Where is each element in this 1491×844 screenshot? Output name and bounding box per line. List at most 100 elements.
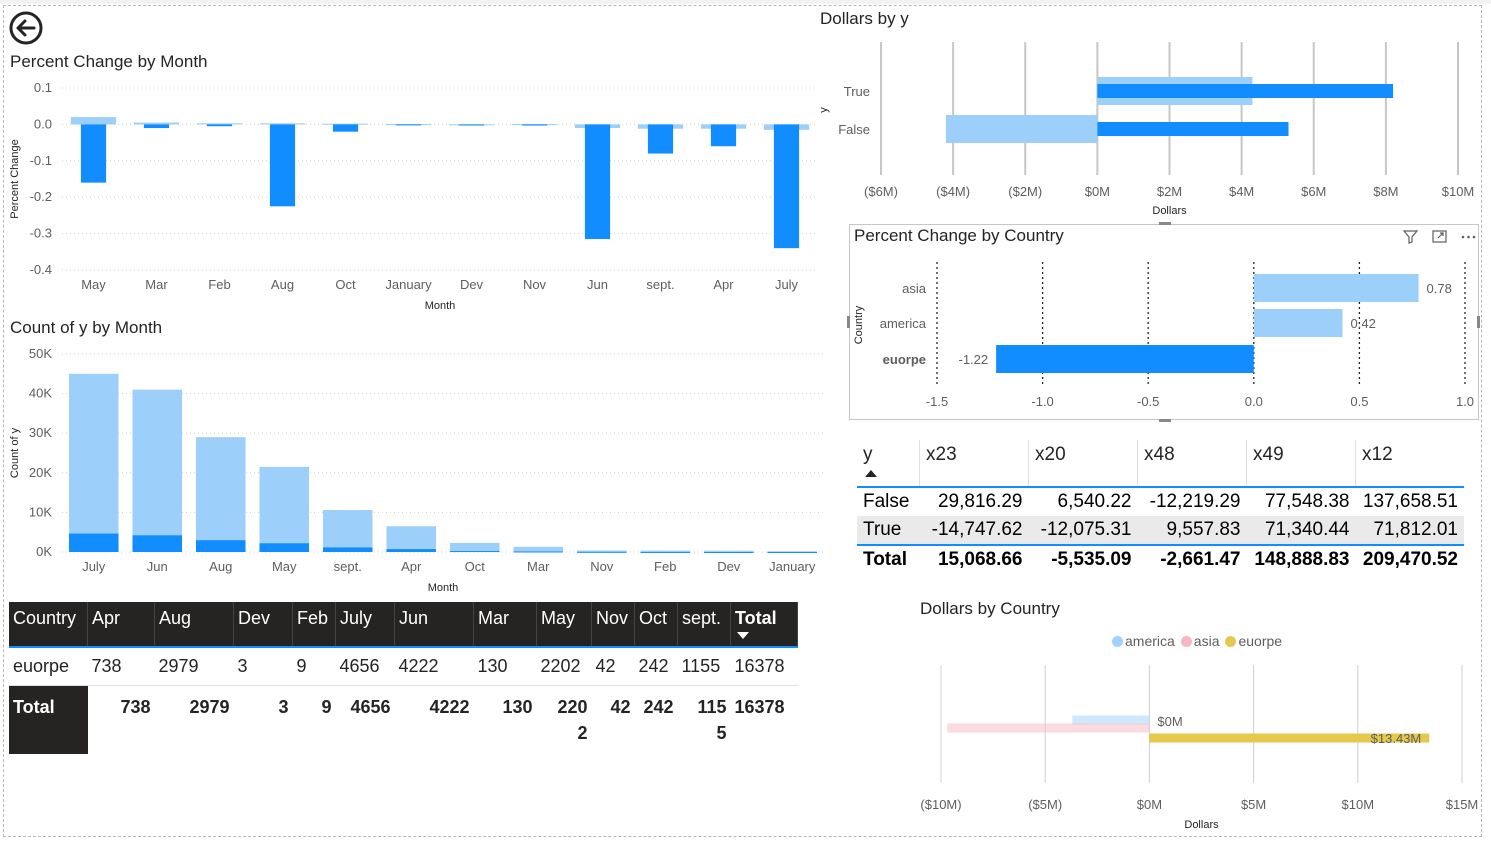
row-header: Total: [9, 686, 88, 755]
x-tick-label: 0.5: [1350, 394, 1368, 409]
x-tick-label: January: [769, 559, 816, 574]
table-cell: 148,888.83: [1247, 545, 1356, 574]
x-tick-label: -1.5: [926, 394, 948, 409]
data-label: 0.78: [1427, 281, 1452, 296]
bar-Oct-s1: [450, 551, 500, 552]
x-tick-label: $10M: [1442, 184, 1475, 199]
column-header[interactable]: Oct: [635, 602, 678, 647]
bar-Aug-s1: [196, 540, 246, 552]
y-tick-label: -0.2: [30, 189, 52, 204]
count-month-chart[interactable]: 50K 40K 30K 20K 10K 0K July Jun Aug May sept. Apr Oc…: [0, 340, 830, 595]
column-header[interactable]: Total: [731, 602, 798, 647]
x-tick-label: $6M: [1301, 184, 1326, 199]
column-header[interactable]: Dev: [234, 602, 293, 647]
column-header[interactable]: x49: [1247, 440, 1356, 487]
x-tick-label: January: [385, 277, 432, 292]
column-header-label: x12: [1362, 444, 1458, 466]
sort-ascending-icon[interactable]: [865, 470, 877, 477]
row-header: False: [857, 487, 920, 516]
bar-Aug-s0: [196, 437, 246, 552]
table-row[interactable]: True -14,747.62 -12,075.31 9,557.83 71,340.4…: [857, 516, 1464, 545]
table-cell: 42: [592, 686, 635, 755]
column-header[interactable]: x23: [920, 440, 1029, 487]
x-tick-label: -1.0: [1031, 394, 1053, 409]
bar-July-s1: [774, 124, 799, 248]
country-month-matrix[interactable]: Country Apr Aug Dev Feb July Jun Mar May Nov Oct se…: [9, 602, 798, 754]
column-header[interactable]: sept.: [678, 602, 731, 647]
column-header[interactable]: x12: [1356, 440, 1465, 487]
column-header[interactable]: y: [857, 440, 920, 487]
table-cell: 4656: [336, 647, 395, 686]
x-axis-title: Dollars: [1152, 205, 1187, 217]
x-tick-label: ($6M): [864, 184, 898, 199]
table-cell: 2979: [155, 686, 234, 755]
column-header[interactable]: Jun: [395, 602, 474, 647]
more-options-icon[interactable]: [1460, 228, 1477, 245]
column-header-label: x48: [1144, 444, 1240, 466]
focus-mode-icon[interactable]: [1431, 228, 1448, 245]
x-tick-label: Jun: [147, 559, 168, 574]
resize-handle-top[interactable]: [1159, 222, 1171, 225]
total-row[interactable]: Total 15,068.66 -5,535.09 -2,661.47 148,888.…: [857, 545, 1464, 574]
x-tick-label: ($2M): [1008, 184, 1042, 199]
dollars-country-chart[interactable]: ($10M) ($5M) $0M $5M $10M $15M $0M $13.43M Dolla…: [900, 655, 1485, 835]
bar-Apr-s1: [386, 549, 436, 552]
table-cell: 130: [474, 647, 537, 686]
y-tick-label: 0.0: [34, 116, 52, 131]
bar-False-s1: [1097, 122, 1288, 136]
legend-item-asia[interactable]: asia: [1181, 633, 1220, 649]
dollars-y-chart[interactable]: ($6M) ($4M) ($2M) $0M $2M $4M $6M $8M $10M True Fa…: [815, 30, 1485, 222]
table-cell: 29,816.29: [920, 487, 1029, 516]
x-tick-label: ($5M): [1028, 797, 1062, 812]
bar-sept.-s1: [323, 547, 373, 552]
y-tick-label: -0.3: [30, 226, 52, 241]
y-tick-label: 0K: [36, 544, 52, 559]
column-header[interactable]: May: [537, 602, 592, 647]
bar-Dev-s1: [459, 124, 484, 125]
pct-month-chart[interactable]: 0.1 0.0 -0.1 -0.2 -0.3 -0.4 May Mar Feb Aug Oct Jan…: [0, 75, 830, 315]
column-header[interactable]: Apr: [88, 602, 155, 647]
legend-item-euorpe[interactable]: euorpe: [1225, 633, 1282, 649]
x-tick-label: ($10M): [920, 797, 961, 812]
bar-Mar-s0: [134, 123, 179, 125]
legend-item-america[interactable]: america: [1112, 633, 1175, 649]
bar-Mar-s1: [513, 551, 563, 552]
column-header[interactable]: Aug: [155, 602, 234, 647]
column-header[interactable]: Feb: [293, 602, 336, 647]
table-cell: 130: [474, 686, 537, 755]
resize-handle-bottom[interactable]: [1159, 419, 1171, 422]
dollars-country-legend[interactable]: america asia euorpe: [1112, 633, 1282, 649]
legend-label: america: [1125, 633, 1175, 649]
pct-country-chart[interactable]: -1.5 -1.0 -0.5 0.0 0.5 1.0 asia 0.78 america 0.42…: [850, 250, 1478, 415]
filter-icon[interactable]: [1402, 228, 1419, 245]
bar-Feb-s0: [640, 551, 690, 552]
column-header[interactable]: Nov: [592, 602, 635, 647]
bar-Oct-s0: [450, 543, 500, 552]
sort-descending-icon[interactable]: [737, 632, 749, 639]
x-tick-label: Mar: [527, 559, 550, 574]
x-tick-label: Oct: [335, 277, 356, 292]
y-tick-label: america: [880, 316, 927, 331]
table-cell: 738: [88, 686, 155, 755]
table-cell: 137,658.51: [1356, 487, 1465, 516]
column-header[interactable]: Country: [9, 602, 88, 647]
column-header[interactable]: July: [336, 602, 395, 647]
bar-Apr-s1: [711, 124, 736, 146]
bar-sept.-s1: [648, 124, 673, 153]
y-table[interactable]: y x23 x20 x48 x49 x12 False 29,816.29 6,540.22 -1…: [857, 440, 1464, 574]
back-arrow-icon[interactable]: [9, 11, 43, 45]
bar-Nov-s1: [577, 552, 627, 553]
row-header: Total: [857, 545, 920, 574]
data-label: $13.43M: [1371, 731, 1422, 746]
table-row[interactable]: euorpe 738 2979 3 9 4656 4222 130 2202 42 242 1155 1…: [9, 647, 798, 686]
table-row[interactable]: False 29,816.29 6,540.22 -12,219.29 77,548.3…: [857, 487, 1464, 516]
column-header[interactable]: x20: [1029, 440, 1138, 487]
column-header[interactable]: x48: [1138, 440, 1247, 487]
total-row[interactable]: Total 738 2979 3 9 4656 4222 130 220 2 42 242 115 5…: [9, 686, 798, 755]
table-cell: 4222: [395, 647, 474, 686]
table-cell: 738: [88, 647, 155, 686]
table-cell: -12,219.29: [1138, 487, 1247, 516]
column-header[interactable]: Mar: [474, 602, 537, 647]
bar-Feb-s0: [197, 123, 242, 124]
y-tick-label: True: [844, 84, 870, 99]
